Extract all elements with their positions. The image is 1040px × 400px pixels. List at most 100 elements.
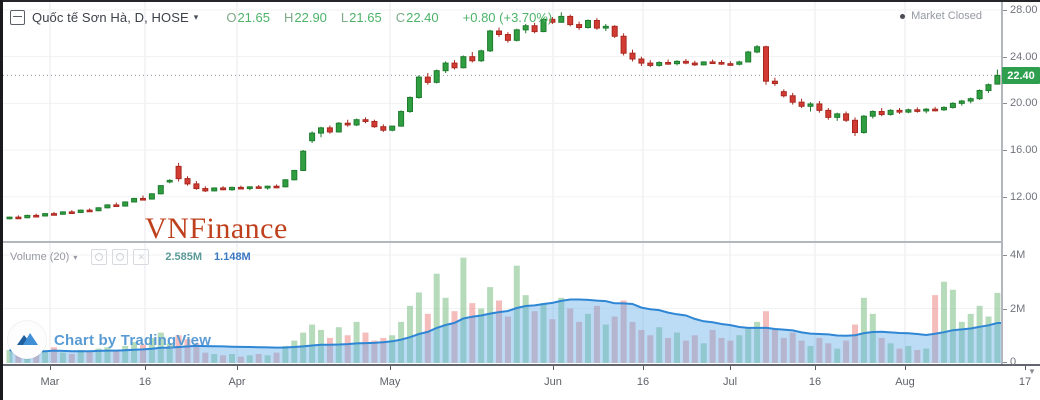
close-readout: C 22.40 <box>395 9 439 25</box>
price-axis-label: 20.00 <box>1010 97 1038 110</box>
volume-indicator-label[interactable]: Volume (20) <box>10 251 70 263</box>
credit-text[interactable]: Chart by TradingView <box>54 331 212 349</box>
candle <box>131 197 138 203</box>
volume-bar <box>780 337 787 363</box>
candle <box>86 209 93 213</box>
tradingview-logo-icon[interactable] <box>8 321 46 359</box>
collapse-pane-icon[interactable] <box>10 9 25 25</box>
vnfinance-watermark: VNFinance <box>145 212 288 245</box>
volume-pane-canvas[interactable] <box>3 243 1002 363</box>
volume-bar <box>905 345 912 363</box>
candle <box>567 15 574 26</box>
volume-bar <box>869 313 876 363</box>
candle <box>807 103 814 107</box>
candle <box>451 62 458 69</box>
pane-divider[interactable] <box>0 241 1002 243</box>
close-icon[interactable]: ✕ <box>133 249 150 265</box>
candle <box>442 62 449 72</box>
candle <box>220 187 227 191</box>
axis-tick <box>237 366 238 370</box>
price-chart-svg[interactable] <box>3 2 1002 241</box>
volume-bar <box>309 324 316 363</box>
candle <box>540 18 547 33</box>
axis-tick <box>1003 196 1007 198</box>
candle <box>780 91 787 97</box>
candle <box>958 100 965 104</box>
volume-bar <box>166 343 173 363</box>
volume-bar <box>923 348 930 363</box>
axis-tick <box>730 366 731 370</box>
ohlc-readout: O 21.65 H 22.90 L 21.65 C 22.40 +0.80 (+3.70… <box>226 10 552 25</box>
volume-bar <box>51 347 57 363</box>
candle <box>932 108 939 112</box>
market-status-label: Market Closed <box>911 10 982 22</box>
axis-tick <box>553 366 554 370</box>
volume-bar <box>442 297 449 363</box>
candle <box>682 60 689 64</box>
candle <box>611 25 618 37</box>
gear-icon[interactable] <box>112 249 129 265</box>
axis-menu-icon[interactable]: ▼ <box>1028 367 1036 376</box>
volume-bar <box>887 343 894 363</box>
symbol-title[interactable]: Quốc tế Sơn Hà, D, HOSE <box>32 9 189 25</box>
volume-bar <box>398 321 405 363</box>
candle <box>816 103 823 111</box>
candle <box>798 101 805 107</box>
axis-tick <box>1003 362 1007 363</box>
volume-bar <box>727 340 734 363</box>
volume-ma-line <box>9 298 1002 354</box>
volume-bar <box>415 292 422 363</box>
volume-bar <box>834 348 841 363</box>
volume-bar <box>549 319 556 363</box>
volume-bar <box>380 337 387 363</box>
candle <box>15 216 22 220</box>
candle <box>576 24 583 29</box>
candle <box>736 61 743 65</box>
volume-bar <box>994 292 1001 363</box>
tradingview-credit[interactable]: Chart by TradingView <box>8 321 211 359</box>
volume-chart-svg[interactable] <box>3 243 1002 363</box>
candle <box>745 51 752 63</box>
volume-dropdown-icon[interactable]: ▾ <box>73 252 78 262</box>
candle <box>531 25 538 33</box>
candle <box>869 111 876 117</box>
candle <box>789 95 796 103</box>
candle <box>700 61 707 66</box>
volume-bar <box>59 352 66 363</box>
axis-tick <box>1003 56 1007 58</box>
time-axis-label: 16 <box>636 376 650 388</box>
last-price-badge: 22.40 <box>1002 67 1040 84</box>
candle <box>825 109 832 118</box>
candle <box>763 46 769 82</box>
candle <box>166 179 173 183</box>
price-axis-label: 16.00 <box>1010 144 1038 157</box>
volume-bar <box>798 340 805 363</box>
time-axis[interactable]: ▼ Mar 16 Apr May Jun 16 Jul 16 Aug 17 <box>0 366 1040 400</box>
volume-bar <box>647 335 654 363</box>
axis-separator <box>1001 2 1003 364</box>
volume-bar <box>691 335 698 363</box>
volume-bar <box>104 347 111 363</box>
volume-bar <box>807 345 814 363</box>
eye-icon[interactable] <box>91 249 108 265</box>
candle <box>914 109 921 112</box>
price-pane-canvas[interactable] <box>3 2 1002 241</box>
candle <box>51 213 57 216</box>
volume-bar <box>958 321 965 363</box>
candle <box>184 178 191 185</box>
candle <box>878 111 885 115</box>
candle <box>424 76 431 83</box>
candle <box>389 125 396 131</box>
volume-bar <box>558 297 565 363</box>
symbol-dropdown-icon[interactable]: ▾ <box>193 11 199 22</box>
axis-tick <box>905 366 906 370</box>
axis-tick <box>1003 308 1007 310</box>
volume-bar <box>754 321 761 363</box>
time-axis-label: 17 <box>1018 376 1032 388</box>
volume-bar <box>15 353 22 363</box>
volume-bar <box>504 316 511 363</box>
candle <box>896 109 903 113</box>
price-axis[interactable]: 28.00 24.00 20.00 16.00 12.00 4M 2M 0 <box>1003 2 1040 368</box>
high-readout: H 22.90 <box>283 9 327 25</box>
volume-bar <box>860 297 867 363</box>
